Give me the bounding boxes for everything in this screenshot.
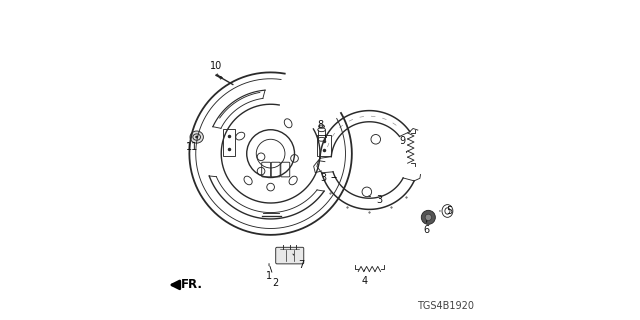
Text: 5: 5 [440,206,452,216]
Text: 11: 11 [186,136,198,152]
Text: 3: 3 [320,172,337,182]
Text: 4: 4 [362,270,367,286]
Text: 1: 1 [266,264,272,281]
Text: FR.: FR. [181,278,203,292]
Text: 7: 7 [293,254,304,270]
Ellipse shape [195,136,198,138]
Circle shape [425,214,431,220]
Text: 8: 8 [317,120,326,138]
Circle shape [421,210,435,224]
Ellipse shape [190,131,204,143]
Text: 6: 6 [424,220,430,235]
Ellipse shape [319,125,324,128]
FancyBboxPatch shape [276,247,304,264]
Text: 2: 2 [270,266,278,288]
Text: 3: 3 [369,195,382,205]
Text: 10: 10 [211,61,223,77]
Text: 9: 9 [400,136,407,153]
Text: TGS4B1920: TGS4B1920 [417,301,474,311]
